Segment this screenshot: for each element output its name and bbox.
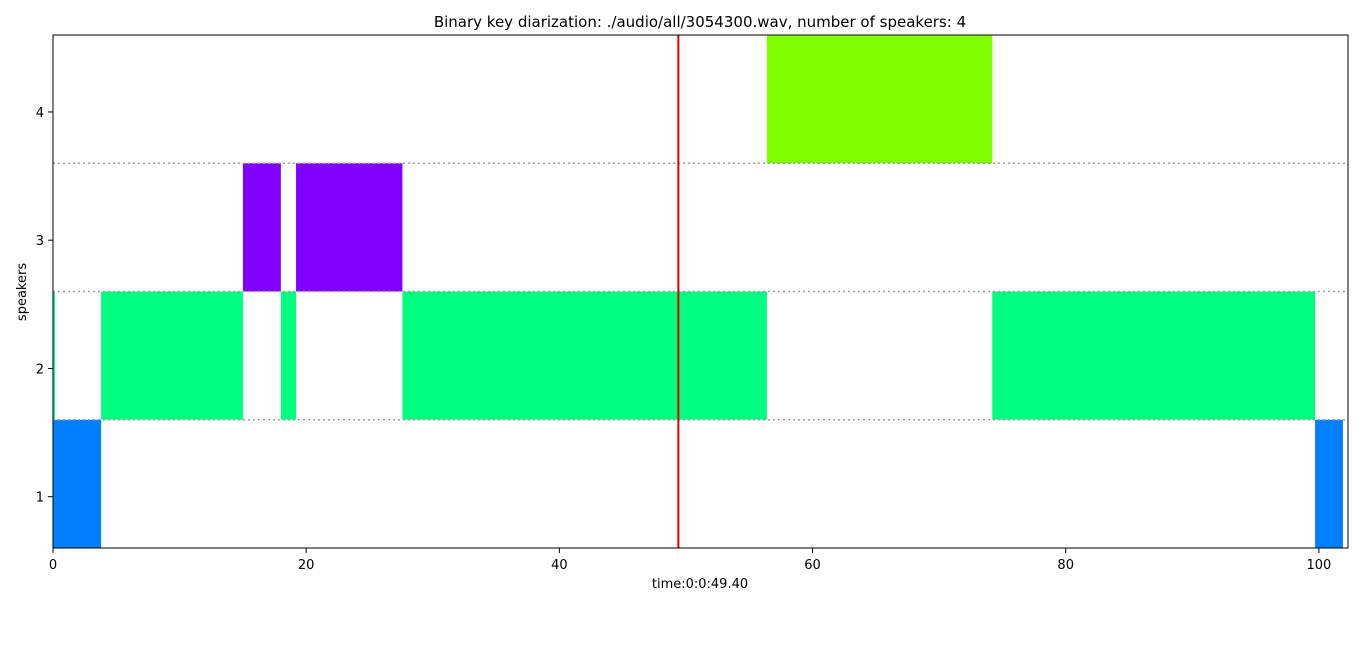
y-tick-label: 2 — [36, 362, 44, 377]
x-tick-label: 40 — [551, 558, 568, 573]
speaker-1-segment — [53, 419, 102, 548]
x-tick-label: 60 — [804, 558, 821, 573]
speaker-boundaries — [53, 162, 1348, 421]
speaker-2-segment — [402, 291, 767, 420]
x-axis-ticks: 0 20 40 60 80 100 — [49, 548, 1331, 573]
x-tick-label: 20 — [298, 558, 315, 573]
speaker-4-segment — [766, 35, 993, 164]
y-tick-label: 1 — [36, 491, 44, 506]
speaker-2-segment — [280, 291, 297, 420]
y-tick-label: 4 — [36, 106, 44, 121]
chart-title: Binary key diarization: ./audio/all/3054… — [434, 13, 966, 31]
speaker-3-segment — [242, 163, 281, 292]
segments-layer — [53, 35, 1343, 548]
plot-frame — [52, 34, 1349, 549]
x-tick-label: 100 — [1306, 558, 1331, 573]
speaker-3-segment — [296, 163, 403, 292]
speaker-2-segment — [101, 291, 243, 420]
x-axis-label: time:0:0:49.40 — [652, 577, 748, 592]
speaker-1-segment — [1315, 419, 1343, 548]
speaker-2-segment — [992, 291, 1316, 420]
y-tick-label: 3 — [36, 234, 44, 249]
x-tick-label: 0 — [49, 558, 57, 573]
x-tick-label: 80 — [1057, 558, 1074, 573]
speaker-2-segment — [53, 291, 55, 420]
y-axis-ticks: 1 2 3 4 — [36, 106, 53, 506]
y-axis-label: speakers — [15, 263, 30, 321]
